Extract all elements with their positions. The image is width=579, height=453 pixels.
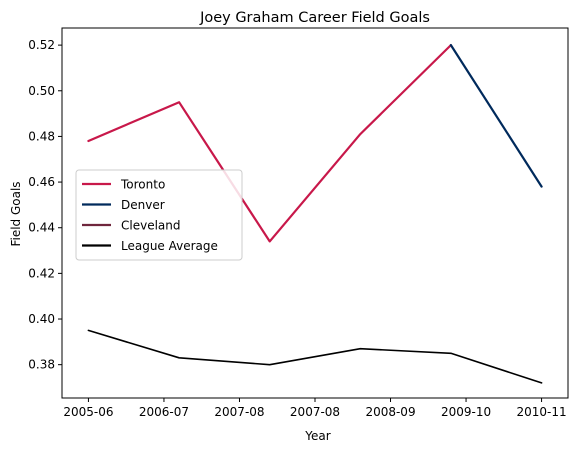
x-tick-label: 2005-06 xyxy=(63,405,113,419)
y-tick-label: 0.38 xyxy=(28,358,55,372)
y-tick-label: 0.40 xyxy=(28,312,55,326)
y-tick-label: 0.42 xyxy=(28,266,55,280)
legend-label: Denver xyxy=(121,198,165,212)
plot-area xyxy=(87,43,543,384)
series-line-1 xyxy=(449,43,543,188)
legend-box xyxy=(75,169,243,261)
chart-title: Joey Graham Career Field Goals xyxy=(199,10,430,26)
x-tick-label: 2007-08 xyxy=(290,405,340,419)
y-tick-label: 0.52 xyxy=(28,38,55,52)
x-tick-label: 2010-11 xyxy=(516,405,566,419)
y-tick-label: 0.50 xyxy=(28,84,55,98)
y-axis-label: Field Goals xyxy=(9,181,23,246)
legend-label: League Average xyxy=(121,239,218,253)
x-axis-label: Year xyxy=(304,429,330,443)
legend: Toronto Denver Cleveland League Average xyxy=(75,169,243,261)
y-tick-label: 0.48 xyxy=(28,129,55,143)
legend-label: Cleveland xyxy=(121,219,181,233)
x-tick-label: 2007-08 xyxy=(214,405,264,419)
x-tick-label: 2009-10 xyxy=(441,405,491,419)
series-line-0 xyxy=(87,43,452,243)
x-axis: 2005-06 2006-07 2007-08 2007-08 2008-09 2009-… xyxy=(63,398,567,419)
legend-label: Toronto xyxy=(120,178,165,192)
series-line-3 xyxy=(87,329,543,384)
y-tick-label: 0.46 xyxy=(28,175,55,189)
x-tick-label: 2006-07 xyxy=(139,405,189,419)
x-tick-label: 2008-09 xyxy=(365,405,415,419)
y-axis: 0.38 0.40 0.42 0.44 0.46 0.48 0.50 0.52 xyxy=(28,38,62,372)
y-tick-label: 0.44 xyxy=(28,221,55,235)
